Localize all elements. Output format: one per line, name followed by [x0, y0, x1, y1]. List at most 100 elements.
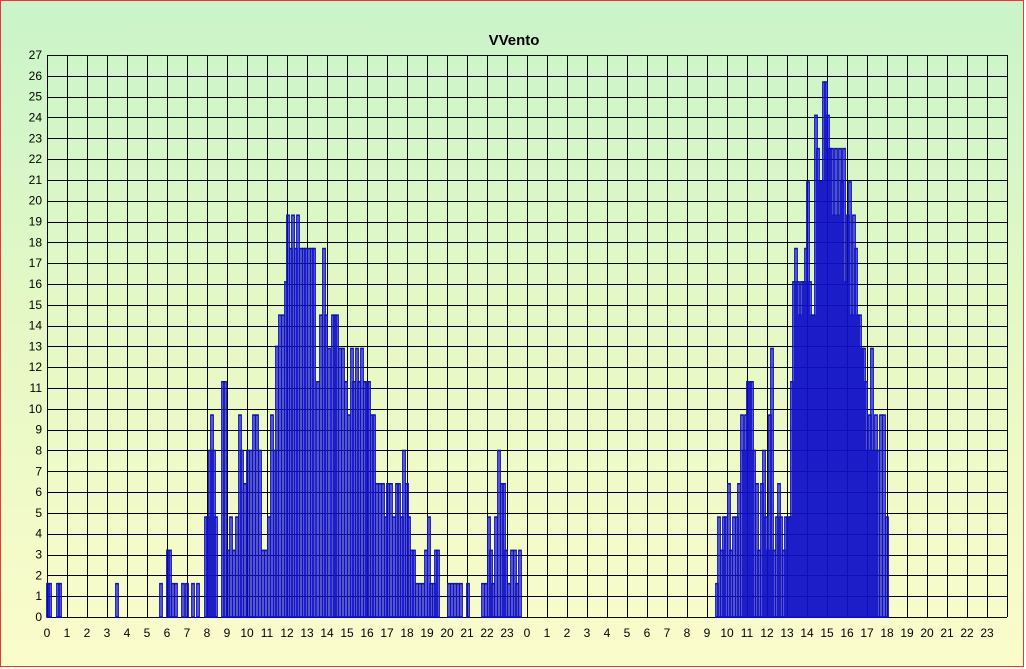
bar: [885, 516, 889, 618]
bar: [174, 582, 178, 618]
y-tick-label: 14: [29, 319, 43, 333]
y-tick-label: 22: [29, 152, 43, 166]
bar: [497, 449, 501, 618]
bar: [882, 414, 886, 618]
bar: [270, 414, 274, 618]
bar: [389, 482, 393, 618]
x-tick-label: 2: [564, 626, 571, 640]
y-tick-label: 12: [29, 360, 43, 374]
x-tick-label: 20: [920, 626, 934, 640]
x-tick-label: 9: [704, 626, 711, 640]
bar: [226, 549, 230, 618]
bar: [185, 582, 189, 618]
x-tick-label: 22: [960, 626, 974, 640]
bar: [466, 582, 470, 618]
bar: [214, 516, 218, 618]
bar: [381, 482, 385, 618]
bar: [459, 582, 463, 618]
bar: [327, 347, 331, 618]
x-tick-label: 4: [124, 626, 131, 640]
x-tick-label: 8: [684, 626, 691, 640]
bar: [407, 516, 411, 618]
x-tick-label: 8: [204, 626, 211, 640]
x-tick-label: 1: [64, 626, 71, 640]
bar: [319, 314, 323, 618]
bar: [344, 380, 348, 618]
bar: [275, 345, 279, 618]
bar: [491, 582, 495, 618]
x-tick-label: 16: [840, 626, 854, 640]
bar: [347, 414, 351, 618]
y-tick-label: 10: [29, 402, 43, 416]
bar: [779, 516, 783, 618]
x-tick-label: 3: [584, 626, 591, 640]
bar: [159, 582, 163, 618]
bar: [255, 414, 259, 618]
bar: [429, 582, 433, 618]
bar: [307, 247, 311, 618]
bar: [772, 549, 776, 618]
bar: [375, 482, 379, 618]
bar: [229, 516, 233, 618]
x-tick-label: 3: [104, 626, 111, 640]
x-tick-label: 23: [980, 626, 994, 640]
y-tick-label: 9: [35, 423, 42, 437]
bar-series: [46, 81, 889, 618]
x-tick-label: 12: [280, 626, 294, 640]
bar: [372, 414, 376, 618]
bar: [48, 582, 52, 618]
bar: [732, 516, 736, 618]
x-tick-label: 18: [880, 626, 894, 640]
x-tick-label: 19: [900, 626, 914, 640]
bar: [453, 582, 457, 618]
x-tick-label: 15: [340, 626, 354, 640]
bar: [324, 314, 328, 618]
x-tick-label: 6: [644, 626, 651, 640]
x-tick-label: 5: [624, 626, 631, 640]
y-tick-label: 6: [35, 485, 42, 499]
bar: [484, 582, 488, 618]
bar: [296, 214, 300, 618]
bar: [392, 516, 396, 618]
bar: [264, 549, 268, 618]
bar: [278, 314, 282, 618]
bar: [770, 347, 774, 618]
bar: [507, 582, 511, 618]
y-tick-label: 11: [30, 381, 43, 395]
x-tick-label: 17: [860, 626, 874, 640]
bar: [367, 380, 371, 618]
x-axis-ticks: 0 1 2 3 4 5 6 7 8 9 10 11 12 13 14 15 16 17 18 19 20 21 22 23 0 1…: [44, 626, 994, 640]
y-tick-label: 5: [35, 506, 42, 520]
y-tick-label: 0: [35, 610, 42, 624]
y-tick-label: 3: [35, 548, 42, 562]
x-tick-label: 21: [940, 626, 954, 640]
x-tick-label: 12: [760, 626, 774, 640]
bar: [494, 516, 498, 618]
bar: [304, 247, 308, 618]
bar: [246, 449, 250, 618]
x-tick-label: 21: [460, 626, 474, 640]
bar: [291, 214, 295, 618]
bar: [737, 482, 741, 618]
y-tick-label: 7: [35, 464, 42, 478]
y-tick-label: 16: [29, 277, 43, 291]
bar: [402, 449, 406, 618]
y-tick-label: 17: [29, 256, 43, 270]
y-tick-label: 21: [29, 173, 43, 187]
x-tick-label: 20: [440, 626, 454, 640]
bar: [450, 582, 454, 618]
bar: [518, 549, 522, 618]
y-axis-ticks: 0123456789101112131415161718192021222324…: [29, 48, 43, 624]
bar: [243, 482, 247, 618]
x-tick-label: 18: [400, 626, 414, 640]
bar: [412, 549, 416, 618]
x-tick-label: 17: [380, 626, 394, 640]
bar: [58, 582, 62, 618]
bar: [240, 449, 244, 618]
bar: [717, 516, 721, 618]
bar: [196, 582, 200, 618]
bar: [481, 582, 485, 618]
bar: [249, 449, 253, 618]
bar: [335, 314, 339, 618]
